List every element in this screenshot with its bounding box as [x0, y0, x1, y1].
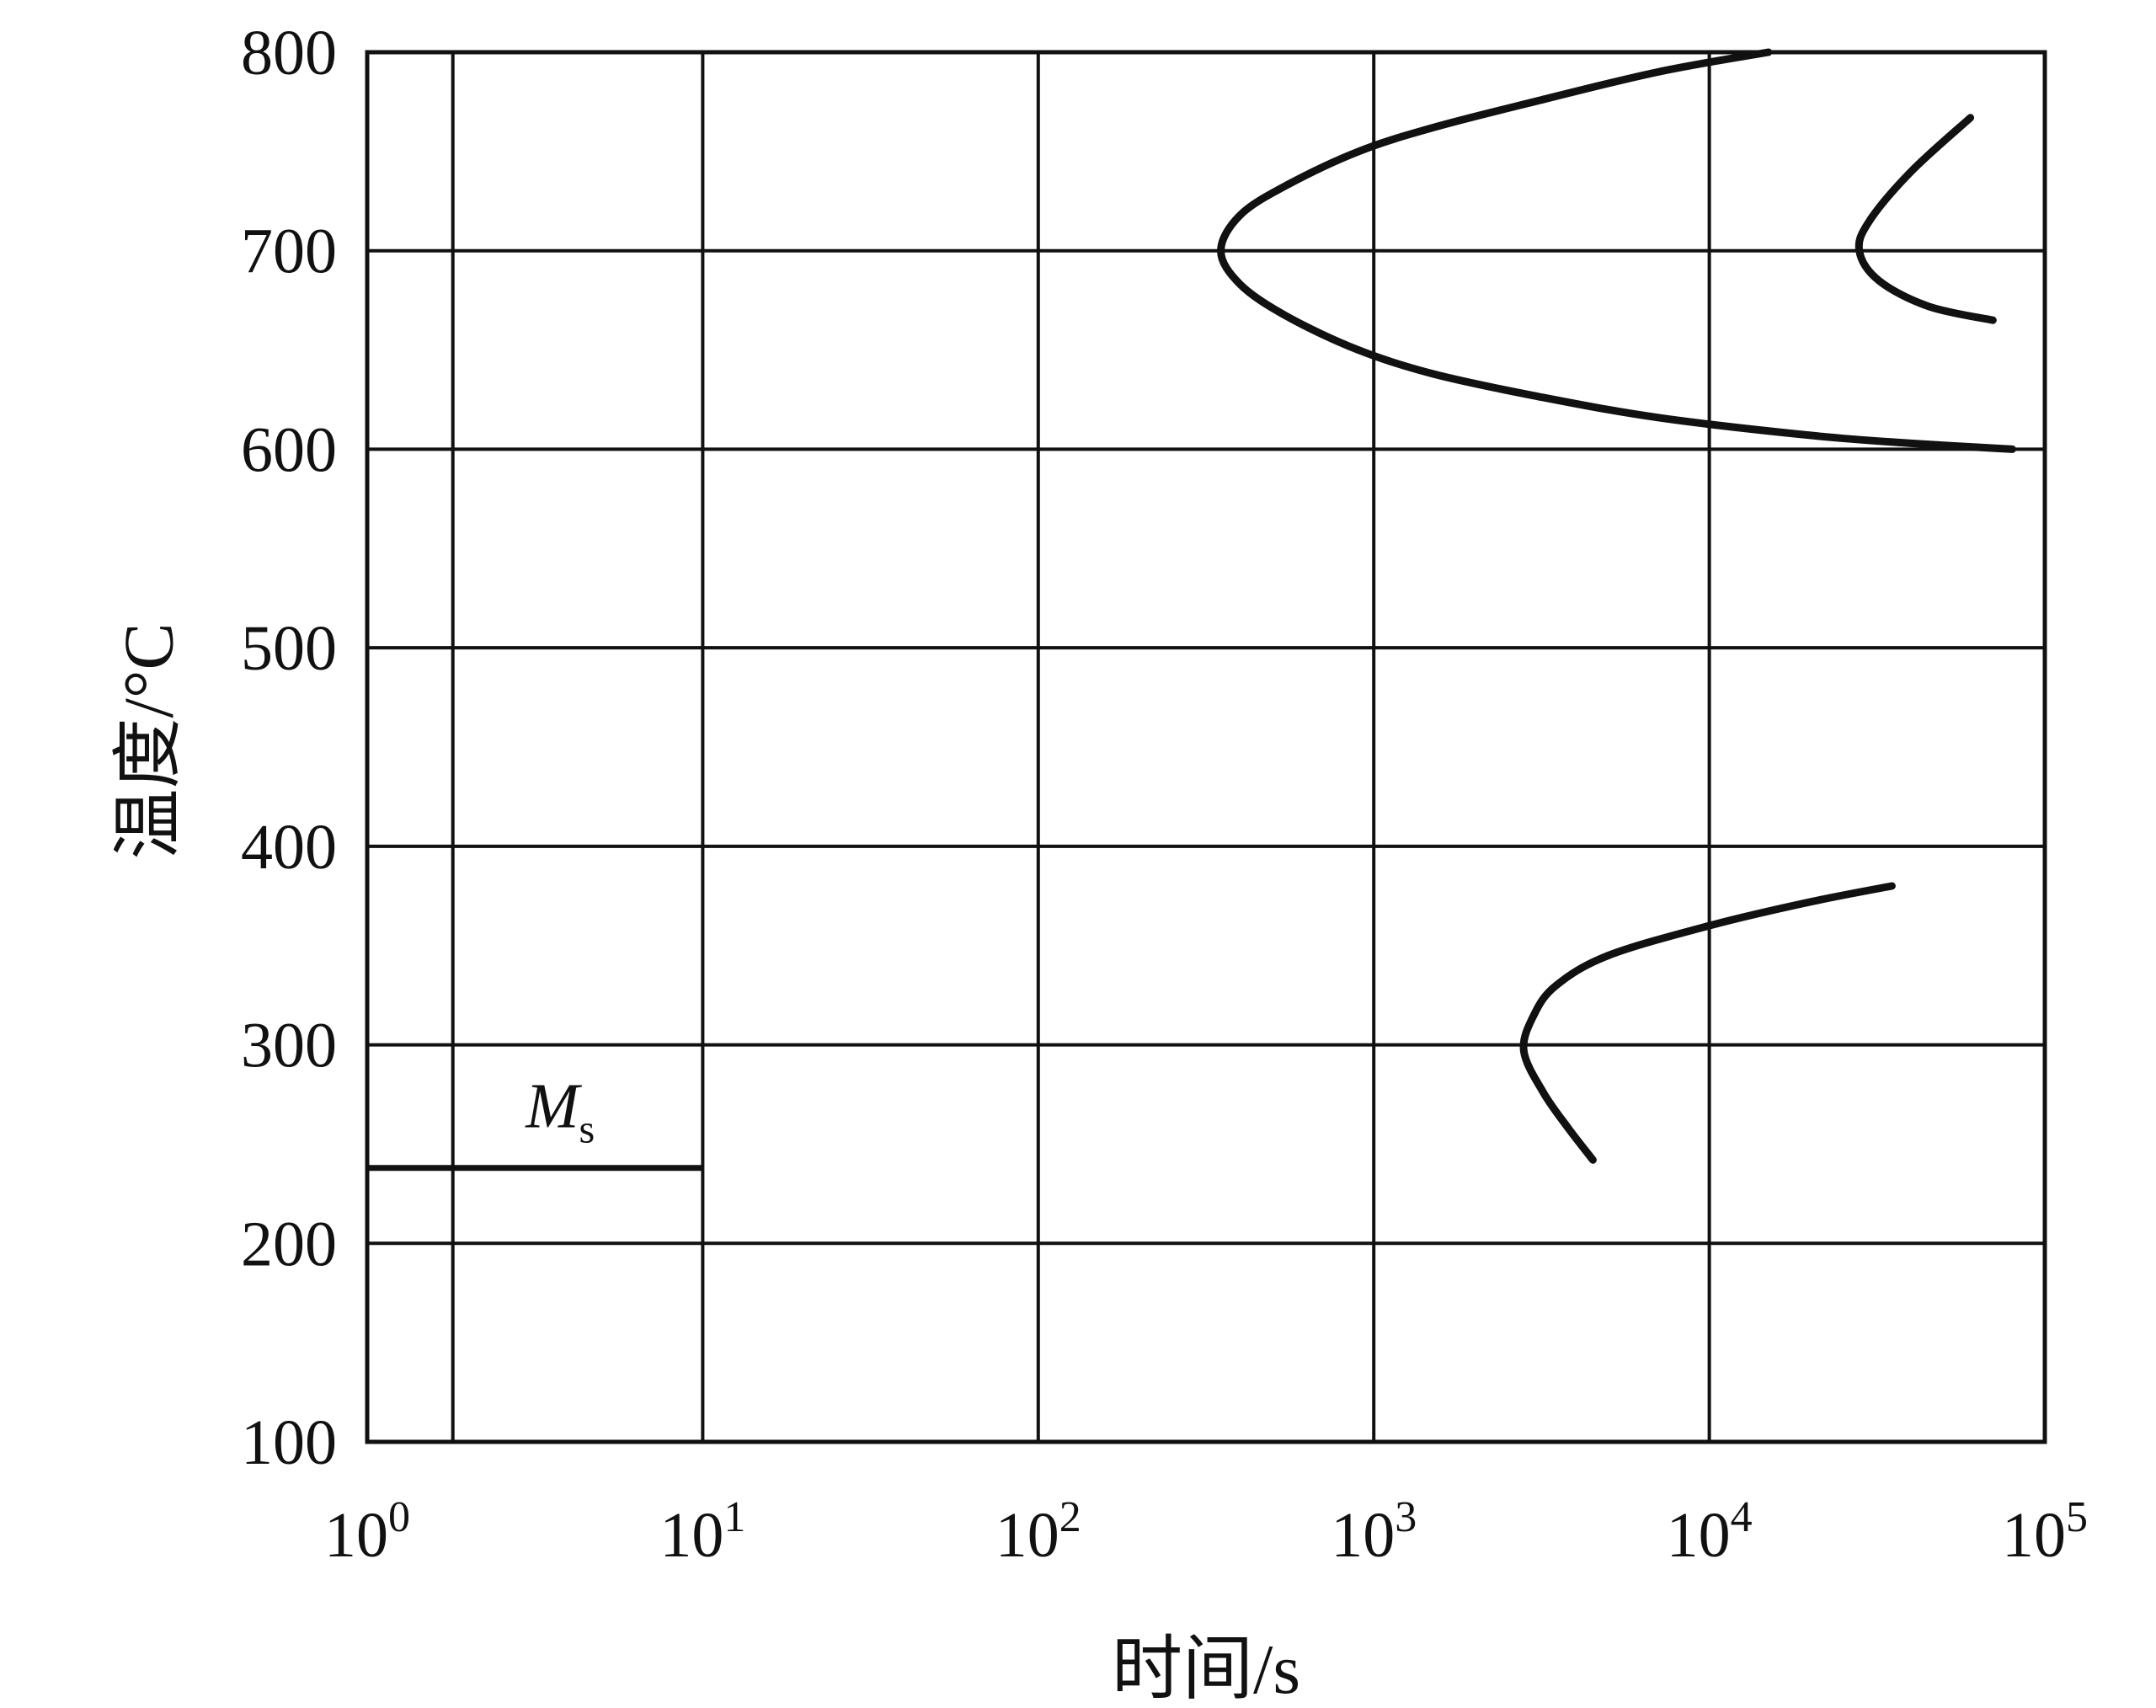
y-tick-label-1: 200: [241, 1209, 337, 1279]
x-tick-label-4: 104: [1667, 1493, 1753, 1571]
x-tick-label-5: 105: [2002, 1493, 2088, 1571]
y-axis-title: 温度/°C: [109, 623, 188, 860]
x-axis-title: 时间/s: [1112, 1631, 1300, 1708]
y-tick-labels: 100 200 300 400 500 600 700 800: [241, 18, 337, 1478]
x-tick-label-1: 101: [659, 1493, 745, 1571]
plot-frame: [365, 50, 2047, 1444]
ms-line-group: Ms: [367, 1071, 703, 1172]
y-tick-label-4: 500: [241, 613, 337, 684]
y-tick-label-7: 800: [241, 18, 337, 88]
y-tick-label-0: 100: [241, 1407, 337, 1478]
grid-lines: [366, 51, 2047, 1444]
c-curve-1: [1854, 114, 1997, 324]
x-tick-label-3: 103: [1331, 1493, 1417, 1571]
y-tick-label-5: 600: [241, 414, 337, 485]
x-tick-label-0: 100: [324, 1493, 410, 1571]
y-tick-label-3: 400: [241, 812, 337, 883]
x-tick-labels: 100 101 102 103 104 105: [324, 1493, 2088, 1571]
c-curve-2: [1519, 882, 1896, 1164]
x-tick-label-2: 102: [995, 1493, 1081, 1571]
ms-label-0: Ms: [525, 1071, 595, 1152]
curves: [1217, 48, 2016, 1164]
y-tick-label-2: 300: [241, 1011, 337, 1081]
c-curve-0: [1217, 48, 2016, 453]
y-tick-label-6: 700: [241, 216, 337, 287]
